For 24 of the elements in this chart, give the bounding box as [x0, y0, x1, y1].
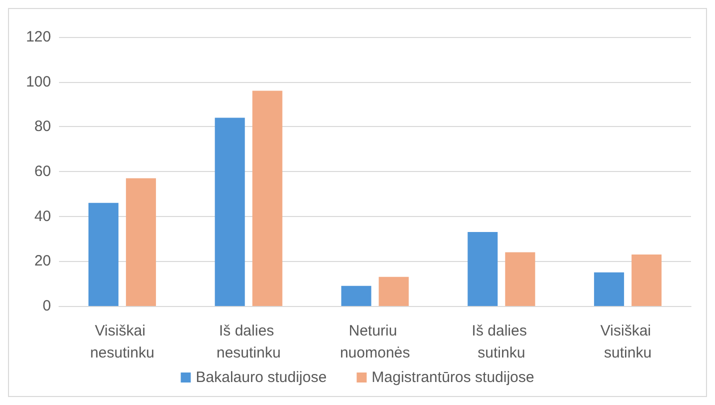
- x-tick-label: Iš dalies sutinku: [472, 322, 531, 362]
- bar: [214, 118, 245, 306]
- y-tick-label: 120: [26, 28, 51, 46]
- legend-label: Bakalauro studijose: [196, 369, 327, 386]
- x-tick-label: Visiškai nesutinku: [90, 322, 154, 362]
- y-tick-label: 0: [42, 298, 51, 314]
- bar: [594, 272, 624, 306]
- bar: [632, 254, 662, 306]
- bar: [468, 232, 498, 306]
- x-tick-label: Neturiu nuomonės: [340, 322, 410, 362]
- bar: [88, 202, 118, 306]
- x-tick-label: Visiškai sutinku: [600, 322, 656, 362]
- y-tick-label: 100: [26, 73, 51, 90]
- bar: [252, 90, 282, 306]
- y-tick-label: 40: [34, 208, 51, 225]
- bar: [505, 252, 536, 306]
- x-tick-label: Iš dalies nesutinku: [216, 322, 281, 362]
- y-tick-label: 80: [34, 118, 51, 136]
- legend-label: Magistrantūros studijose: [372, 369, 534, 386]
- y-tick-label: 20: [34, 252, 51, 270]
- bar: [341, 286, 372, 306]
- bar: [126, 178, 156, 306]
- y-tick-label: 60: [34, 163, 51, 180]
- bar: [378, 276, 409, 306]
